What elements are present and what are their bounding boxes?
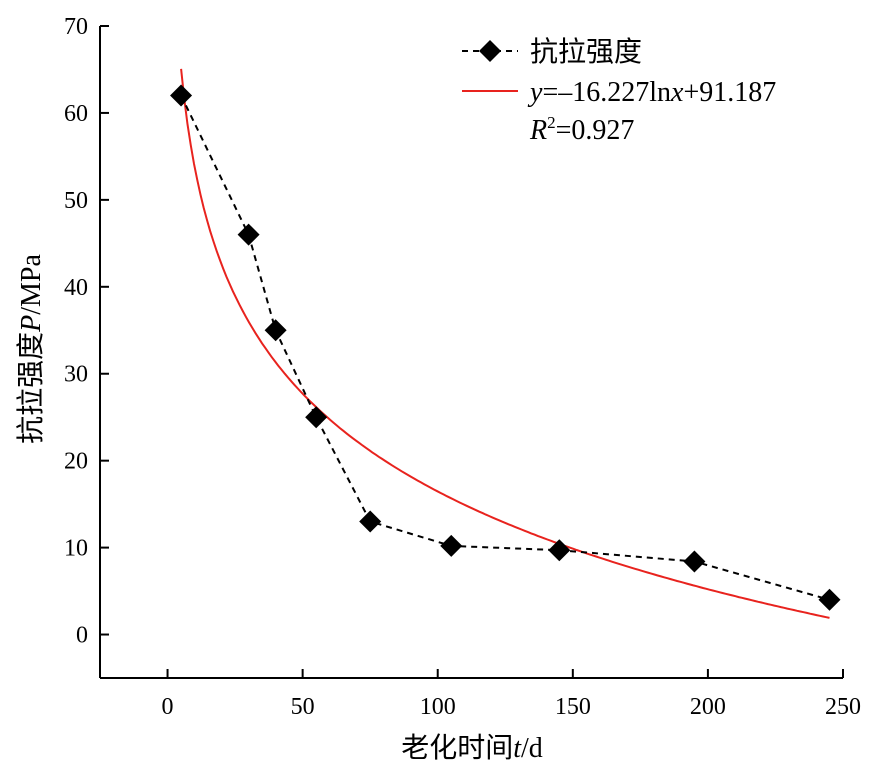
y-tick-label: 70 <box>64 14 88 40</box>
data-point-marker <box>305 406 328 429</box>
data-point-marker <box>440 534 463 557</box>
x-tick-label: 50 <box>291 694 315 720</box>
data-point-marker <box>170 84 193 107</box>
x-ticks: 0 50 100 150 200 250 <box>162 669 861 720</box>
data-point-marker <box>359 510 382 533</box>
x-tick-label: 150 <box>555 694 591 720</box>
data-point-marker <box>683 550 706 573</box>
y-tick-label: 60 <box>64 101 88 127</box>
data-point-marker <box>818 588 841 611</box>
x-axis-title: 老化时间t/d <box>401 732 543 764</box>
legend: 抗拉强度 y=–16.227lnx+91.187 R2=0.927 <box>462 36 776 146</box>
x-tick-label: 0 <box>162 694 174 720</box>
data-point-marker <box>237 223 260 246</box>
x-tick-label: 100 <box>420 694 456 720</box>
y-tick-label: 20 <box>64 449 88 475</box>
y-tick-label: 50 <box>64 188 88 214</box>
y-tick-label: 40 <box>64 275 88 301</box>
legend-series1-marker <box>479 40 501 62</box>
x-tick-label: 250 <box>825 694 861 720</box>
data-point-marker <box>264 319 287 342</box>
y-axis-title: 抗拉强度P/MPa <box>15 254 47 444</box>
y-tick-label: 0 <box>76 623 88 649</box>
y-tick-label: 30 <box>64 362 88 388</box>
legend-fit-label: y=–16.227lnx+91.187 <box>527 77 776 108</box>
data-markers <box>170 84 841 611</box>
fit-curve <box>180 68 830 619</box>
y-ticks: 0 10 20 30 40 50 60 70 <box>64 14 109 649</box>
data-point-marker <box>548 539 571 562</box>
data-line <box>180 95 830 601</box>
legend-series1-label: 抗拉强度 <box>530 36 642 68</box>
x-tick-label: 200 <box>690 694 726 720</box>
y-tick-label: 10 <box>64 536 88 562</box>
legend-r2-label: R2=0.927 <box>529 113 634 146</box>
